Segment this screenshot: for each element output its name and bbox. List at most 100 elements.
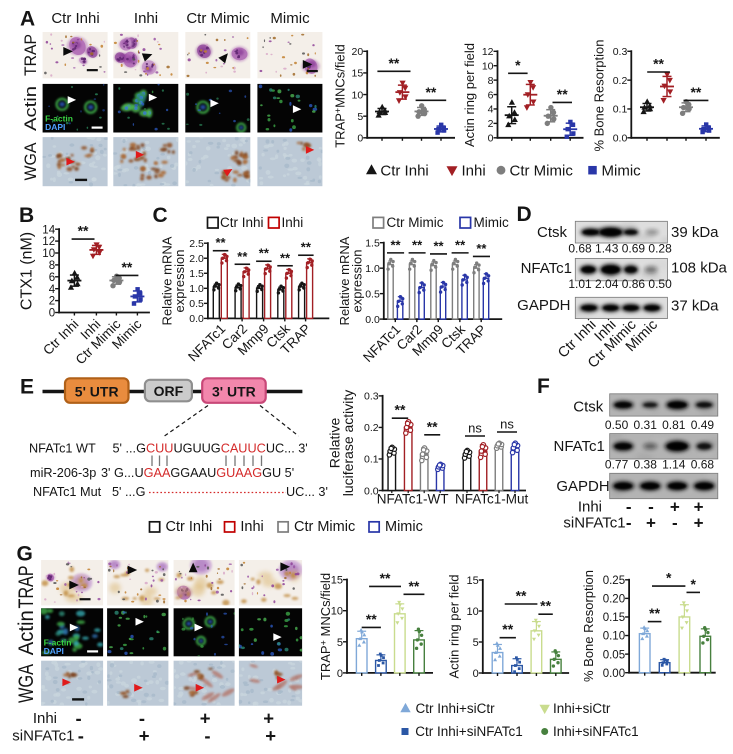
svg-text:0.5: 0.5	[365, 288, 380, 300]
svg-text:**: **	[516, 588, 527, 604]
svg-text:2: 2	[488, 118, 494, 130]
svg-text:NFATc1 Mut: NFATc1 Mut	[33, 485, 102, 499]
svg-text:-: -	[78, 725, 84, 746]
svg-text:*: *	[515, 57, 521, 73]
svg-text:GAPDH: GAPDH	[556, 478, 609, 495]
svg-text:**: **	[78, 223, 89, 239]
svg-text:0.5: 0.5	[189, 298, 204, 310]
svg-text:ORF: ORF	[154, 383, 184, 399]
svg-text:ns: ns	[468, 421, 482, 436]
svg-text:3' G...UGAAGGAAUGUAAGGU 5': 3' G...UGAAGGAAUGUAAGGU 5'	[101, 466, 294, 480]
svg-text:Mimic: Mimic	[474, 215, 509, 230]
svg-text:CTX1 (nM): CTX1 (nM)	[19, 232, 36, 310]
svg-text:2.5: 2.5	[189, 238, 204, 250]
svg-text:Ctr Mimic: Ctr Mimic	[387, 215, 444, 230]
svg-text:15: 15	[331, 575, 343, 587]
svg-text:6: 6	[49, 272, 55, 284]
svg-text:TRAP: TRAP	[15, 566, 38, 609]
svg-text:0.0: 0.0	[364, 485, 379, 497]
svg-text:DAPI: DAPI	[45, 122, 65, 132]
svg-text:*: *	[666, 570, 672, 586]
svg-text:0.50: 0.50	[648, 277, 672, 291]
svg-text:Inhi: Inhi	[282, 215, 304, 230]
svg-text:5' ...G: 5' ...G	[112, 485, 145, 499]
svg-text:Relative mRNA: Relative mRNA	[160, 236, 175, 325]
svg-text:E: E	[20, 376, 34, 399]
svg-text:Inhi: Inhi	[240, 519, 263, 535]
svg-text:108 kDa: 108 kDa	[671, 260, 728, 277]
svg-text:1.43: 1.43	[595, 242, 619, 256]
svg-text:**: **	[388, 55, 399, 71]
svg-text:0.0: 0.0	[365, 314, 380, 326]
svg-text:**: **	[425, 84, 436, 100]
svg-text:**: **	[540, 598, 551, 614]
svg-text:**: **	[280, 250, 291, 265]
svg-text:10: 10	[467, 606, 479, 618]
svg-text:0.15: 0.15	[603, 612, 625, 624]
svg-text:Inhi: Inhi	[462, 163, 486, 180]
svg-text:0.1: 0.1	[613, 104, 628, 116]
svg-text:0.05: 0.05	[603, 649, 625, 661]
svg-text:0.2: 0.2	[364, 422, 379, 434]
svg-text:12: 12	[42, 236, 55, 248]
svg-text:10: 10	[352, 89, 364, 101]
svg-text:F-actin: F-actin	[44, 637, 72, 647]
svg-text:NFATc1: NFATc1	[553, 438, 604, 455]
svg-text:Mimic: Mimic	[270, 10, 310, 27]
svg-text:Ctr Inhi: Ctr Inhi	[166, 519, 213, 535]
svg-text:**: **	[649, 605, 660, 621]
svg-text:-: -	[626, 497, 632, 516]
svg-text:miR-206-3p: miR-206-3p	[30, 466, 96, 480]
svg-text:siNFATc1: siNFATc1	[12, 728, 74, 745]
svg-text:39 kDa: 39 kDa	[671, 224, 719, 241]
svg-text:**: **	[395, 402, 406, 418]
svg-text:0.77: 0.77	[605, 458, 629, 472]
svg-text:luciferase activity: luciferase activity	[340, 390, 356, 497]
svg-text:0.86: 0.86	[622, 277, 646, 291]
svg-text:**: **	[433, 238, 444, 253]
svg-text:**: **	[557, 86, 568, 102]
svg-text:0.31: 0.31	[634, 418, 658, 432]
svg-text:+: +	[646, 513, 656, 532]
svg-text:10: 10	[482, 60, 494, 72]
svg-text:NFATc1 WT: NFATc1 WT	[29, 441, 96, 455]
svg-text:5: 5	[473, 637, 479, 649]
svg-text:Relative mRNA: Relative mRNA	[337, 236, 352, 325]
svg-text:0.1: 0.1	[364, 454, 379, 466]
svg-text:NFATc1-WT: NFATc1-WT	[377, 492, 449, 507]
svg-text:1.01: 1.01	[568, 277, 592, 291]
svg-text:3' UTR: 3' UTR	[212, 383, 256, 399]
svg-text:Ctr Mimic: Ctr Mimic	[294, 519, 355, 535]
svg-text:Ctr Inhi+siNFATc1: Ctr Inhi+siNFATc1	[415, 724, 522, 739]
svg-text:F-actin: F-actin	[45, 114, 73, 124]
svg-text:Inhi: Inhi	[33, 710, 57, 727]
svg-text:A: A	[20, 8, 35, 31]
svg-text:Ctr Inhi: Ctr Inhi	[380, 163, 428, 180]
svg-text:WGA: WGA	[15, 664, 38, 703]
svg-text:0.00: 0.00	[603, 668, 625, 680]
svg-text:siNFATc1: siNFATc1	[563, 514, 625, 531]
svg-text:Ctsk: Ctsk	[537, 224, 568, 241]
svg-text:+: +	[670, 497, 680, 516]
svg-text:C: C	[153, 204, 168, 227]
svg-text:TRAP+MNCs/field: TRAP+MNCs/field	[333, 44, 348, 148]
svg-text:5' UTR: 5' UTR	[75, 383, 119, 399]
svg-text:+: +	[200, 708, 211, 729]
svg-text:**: **	[408, 578, 419, 594]
svg-text:+: +	[265, 725, 276, 746]
svg-text:-: -	[648, 497, 654, 516]
svg-text:TRAP+ MNCs/field: TRAP+ MNCs/field	[318, 573, 333, 680]
svg-text:2.04: 2.04	[595, 277, 619, 291]
svg-text:WGA: WGA	[21, 142, 40, 181]
svg-text:F: F	[537, 375, 550, 398]
svg-text:+: +	[694, 497, 704, 516]
svg-text:-: -	[672, 513, 678, 532]
svg-text:**: **	[380, 570, 391, 586]
svg-text:37 kDa: 37 kDa	[671, 297, 719, 314]
svg-text:0.0: 0.0	[189, 313, 204, 325]
svg-text:Relative: Relative	[327, 418, 343, 469]
svg-text:**: **	[653, 56, 664, 72]
svg-text:Inhi: Inhi	[578, 498, 602, 515]
svg-text:**: **	[412, 237, 423, 252]
svg-text:**: **	[215, 235, 226, 250]
